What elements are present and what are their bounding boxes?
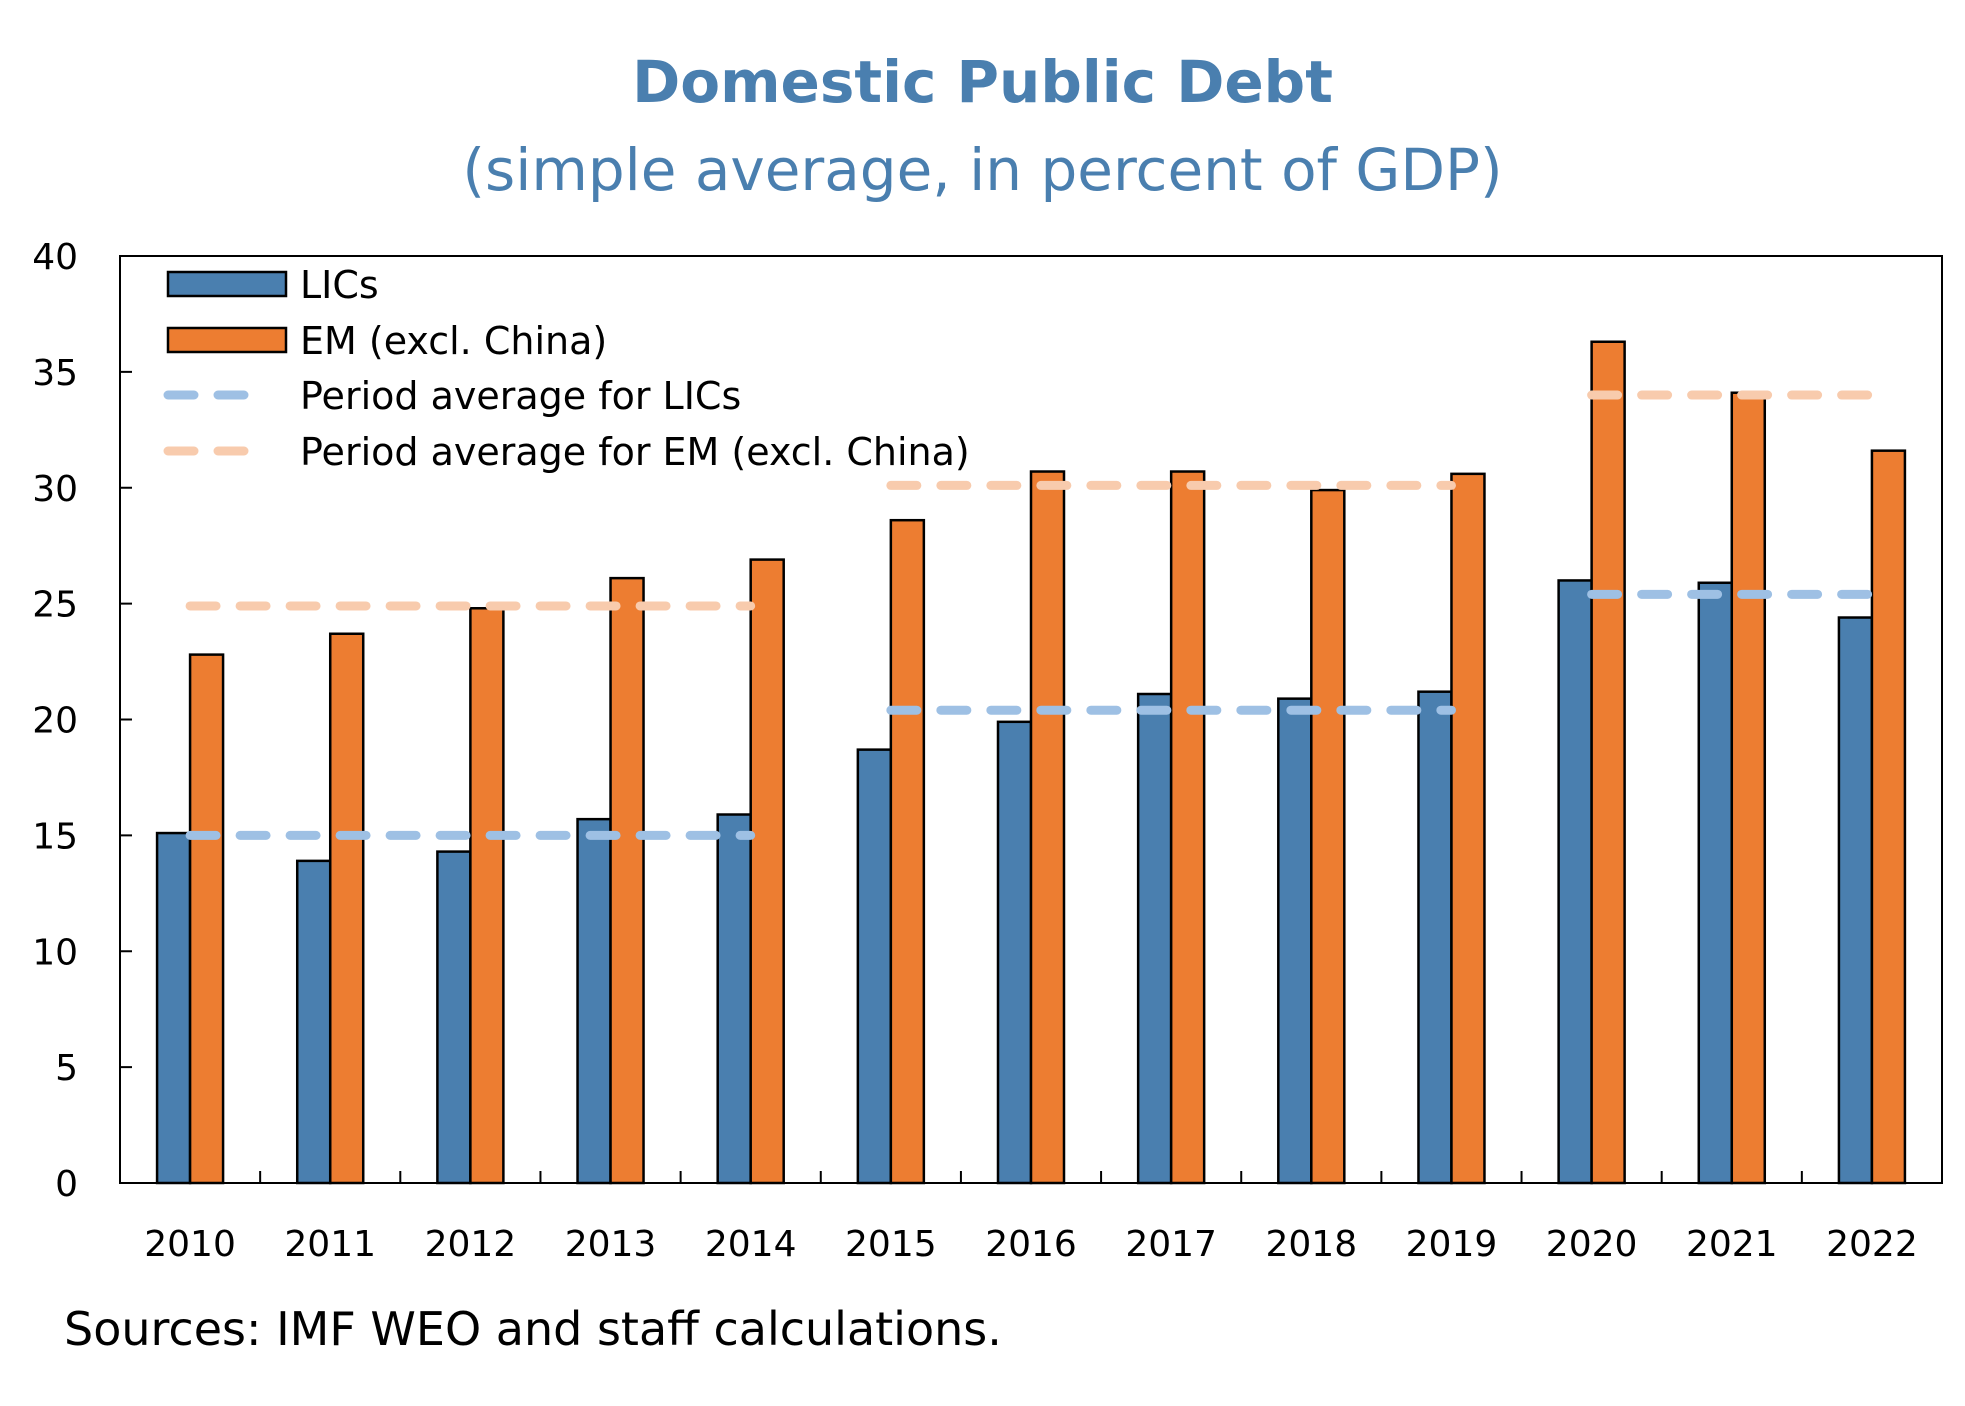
bar-lics-2018 [1277,697,1313,1185]
bar-lics-2011 [295,859,332,1185]
legend-swatch-lics [166,270,288,298]
bar-em-2021 [1730,391,1767,1185]
bar-lics-2014 [716,813,752,1185]
bar-lics-2010 [155,831,192,1185]
legend-label-em: EM (excl. China) [300,319,607,363]
y-tick-label-15: 15 [32,816,78,857]
x-tick-label-2011: 2011 [284,1224,376,1265]
bar-em-2013 [609,576,645,1185]
y-tick-label-25: 25 [32,585,78,626]
legend: LICs EM (excl. China) Period average for L… [163,263,970,474]
x-tick-label-2014: 2014 [705,1224,797,1265]
bar-em-2011 [328,632,365,1185]
x-tick-label-2020: 2020 [1546,1224,1638,1265]
bar-lics-2022 [1837,616,1874,1185]
bar-lics-2015 [856,748,893,1185]
bar-em-2010 [188,653,225,1185]
bar-lics-2013 [576,817,612,1185]
legend-label-lics: LICs [300,263,379,307]
bar-em-2015 [889,518,926,1185]
y-tick-label-10: 10 [32,932,78,973]
bar-lics-2020 [1557,579,1593,1185]
y-tick-label-35: 35 [32,353,78,394]
period-average-layer [185,390,1877,840]
y-tick-label-0: 0 [55,1164,78,1205]
x-tick-label-2017: 2017 [1125,1224,1217,1265]
x-tick-label-2016: 2016 [985,1224,1077,1265]
bar-lics-2021 [1697,581,1734,1185]
x-tick-label-2022: 2022 [1826,1224,1918,1265]
bar-lics-2012 [436,850,472,1185]
y-tick-label-40: 40 [32,237,78,278]
bar-em-2012 [469,607,505,1185]
bar-em-2022 [1870,449,1907,1185]
x-tick-label-2021: 2021 [1686,1224,1778,1265]
legend-swatch-em [166,326,288,354]
bars-layer [155,340,1907,1185]
x-tick-label-2010: 2010 [144,1224,236,1265]
x-tick-label-2019: 2019 [1406,1224,1498,1265]
bar-em-2020 [1590,340,1626,1185]
y-tick-label-5: 5 [55,1048,78,1089]
x-tick-label-2013: 2013 [565,1224,657,1265]
bar-lics-2016 [996,720,1033,1185]
bar-em-2017 [1169,470,1206,1185]
x-tick-label-2015: 2015 [845,1224,937,1265]
bar-em-2016 [1029,470,1066,1185]
chart-subtitle: (simple average, in percent of GDP) [462,136,1503,204]
bar-em-2014 [749,558,785,1185]
source-note: Sources: IMF WEO and staff calculations. [64,1302,1002,1356]
legend-label-period-average-lics: Period average for LICs [300,374,741,418]
legend-label-period-average-em: Period average for EM (excl. China) [300,430,970,474]
x-tick-label-2018: 2018 [1265,1224,1357,1265]
axis-layer: 0 5 10 15 20 25 30 35 40 2010 2011 2012 2013 2014 2015… [32,237,1943,1265]
chart-title: Domestic Public Debt [632,48,1333,116]
y-tick-label-30: 30 [32,469,78,510]
bar-em-2018 [1310,488,1346,1185]
bar-lics-2019 [1417,690,1453,1185]
y-tick-label-20: 20 [32,701,78,742]
bar-lics-2017 [1136,692,1173,1185]
x-tick-label-2012: 2012 [425,1224,517,1265]
bar-em-2019 [1450,472,1486,1185]
